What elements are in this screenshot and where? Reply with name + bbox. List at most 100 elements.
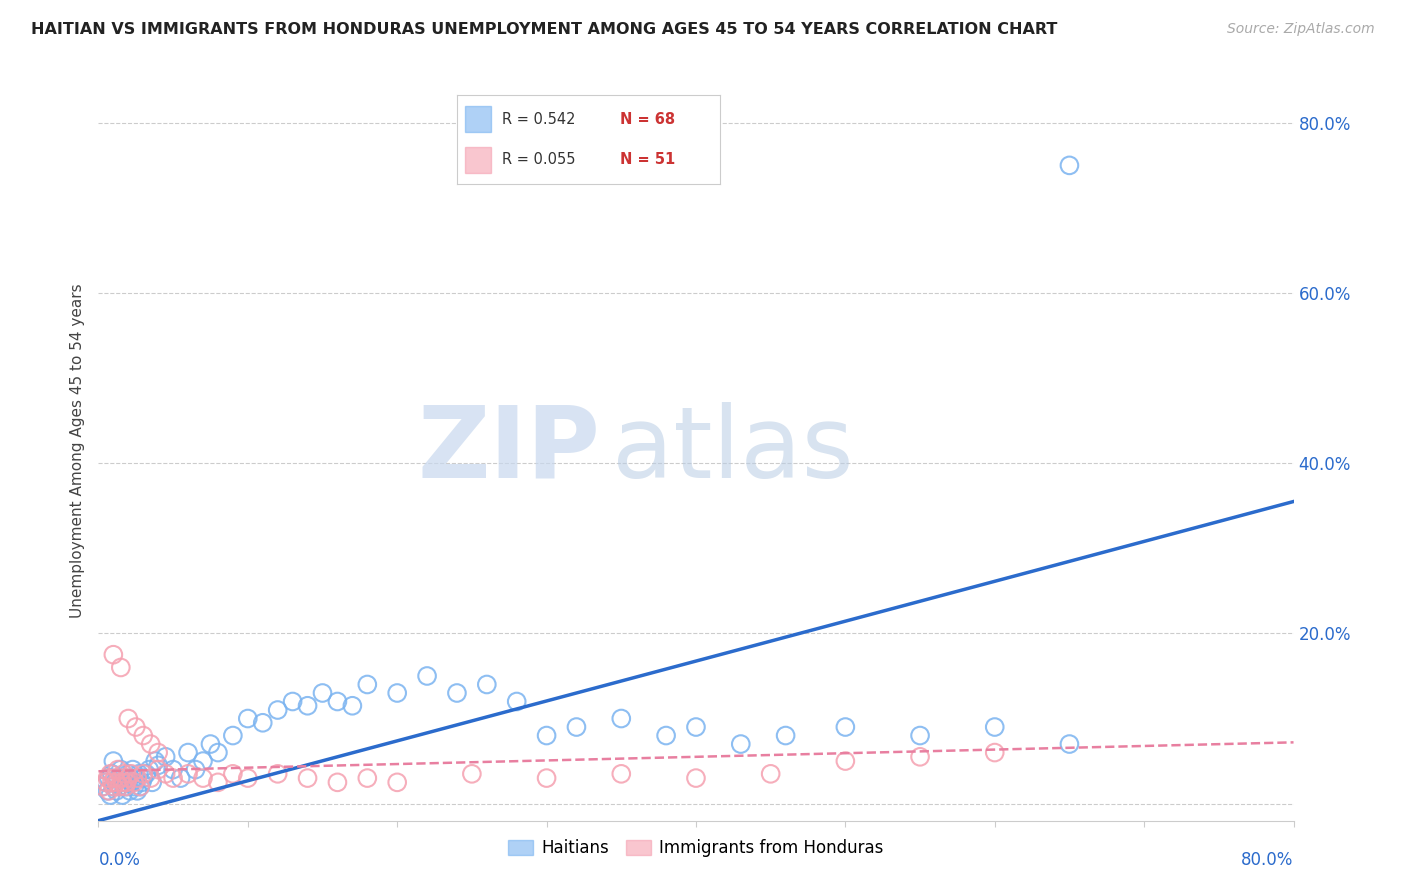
Point [461, 767, 484, 781]
Point [115, 780, 138, 794]
Point [112, 767, 135, 781]
Point [177, 746, 200, 760]
Point [108, 780, 131, 794]
Point [108, 780, 131, 794]
Point [129, 780, 152, 794]
Point [143, 754, 166, 768]
Point [127, 771, 149, 785]
Y-axis label: Unemployment Among Ages 45 to 54 years: Unemployment Among Ages 45 to 54 years [69, 283, 84, 618]
Point [91, 780, 114, 794]
Point [267, 703, 290, 717]
Point [124, 780, 146, 794]
Point [775, 729, 797, 743]
Point [207, 746, 229, 760]
Point [356, 771, 378, 785]
Point [103, 780, 125, 794]
Point [132, 771, 155, 785]
Point [236, 771, 259, 785]
Point [132, 729, 155, 743]
Point [114, 771, 136, 785]
Point [127, 784, 149, 798]
Point [610, 712, 633, 726]
Point [326, 694, 349, 708]
Point [759, 767, 782, 781]
Point [96, 771, 118, 785]
Point [124, 775, 146, 789]
Point [730, 737, 752, 751]
Point [117, 712, 139, 726]
Point [132, 767, 155, 781]
Point [311, 686, 333, 700]
Point [565, 720, 588, 734]
Point [177, 767, 200, 781]
Point [162, 771, 184, 785]
Point [191, 754, 214, 768]
Point [236, 712, 259, 726]
Point [297, 698, 319, 713]
Point [115, 775, 138, 789]
Point [834, 720, 856, 734]
Point [105, 775, 128, 789]
Point [148, 758, 170, 772]
Point [200, 737, 222, 751]
Point [148, 763, 170, 777]
Point [120, 775, 142, 789]
Point [536, 729, 558, 743]
Text: HAITIAN VS IMMIGRANTS FROM HONDURAS UNEMPLOYMENT AMONG AGES 45 TO 54 YEARS CORRE: HAITIAN VS IMMIGRANTS FROM HONDURAS UNEM… [31, 22, 1057, 37]
Point [834, 754, 856, 768]
Point [207, 775, 229, 789]
Point [155, 749, 177, 764]
Point [110, 771, 132, 785]
Point [222, 729, 245, 743]
Point [908, 749, 931, 764]
Point [112, 775, 135, 789]
Point [96, 784, 118, 798]
Point [129, 780, 152, 794]
Point [184, 763, 207, 777]
Point [222, 767, 245, 781]
Point [107, 771, 129, 785]
Point [125, 720, 148, 734]
Point [148, 746, 170, 760]
Point [297, 771, 319, 785]
Point [94, 775, 117, 789]
Point [385, 686, 409, 700]
Point [252, 715, 274, 730]
Point [536, 771, 558, 785]
Point [281, 694, 304, 708]
Point [104, 775, 127, 789]
Text: ZIP: ZIP [418, 402, 600, 499]
Point [984, 746, 1007, 760]
Point [121, 763, 143, 777]
Point [103, 754, 125, 768]
Point [475, 677, 498, 691]
Point [135, 767, 157, 781]
Point [98, 767, 122, 781]
Point [110, 660, 132, 674]
Point [104, 771, 127, 785]
Point [342, 698, 364, 713]
Point [98, 788, 122, 802]
Text: Source: ZipAtlas.com: Source: ZipAtlas.com [1227, 22, 1375, 37]
Point [1059, 737, 1081, 751]
Point [1059, 158, 1081, 172]
Point [97, 784, 120, 798]
Point [141, 775, 163, 789]
Point [138, 763, 160, 777]
Point [103, 648, 125, 662]
Point [111, 775, 134, 789]
Point [155, 767, 177, 781]
Point [94, 775, 117, 789]
Point [111, 788, 134, 802]
Legend: Haitians, Immigrants from Honduras: Haitians, Immigrants from Honduras [502, 833, 890, 864]
Point [655, 729, 678, 743]
Point [169, 771, 191, 785]
Point [385, 775, 409, 789]
Point [101, 775, 124, 789]
Point [685, 771, 707, 785]
Point [984, 720, 1007, 734]
Point [446, 686, 468, 700]
Point [128, 767, 150, 781]
Point [139, 771, 162, 785]
Point [103, 780, 125, 794]
